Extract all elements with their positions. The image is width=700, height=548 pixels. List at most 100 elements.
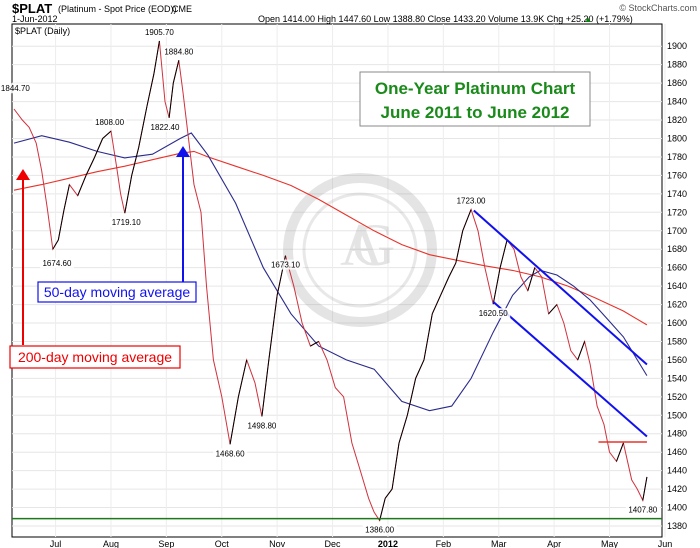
price-segment-up [131,147,140,176]
y-tick-label: 1800 [667,133,687,143]
y-tick-label: 1840 [667,97,687,107]
price-label: 1620.50 [479,309,508,318]
x-tick-label: Oct [215,539,230,548]
y-tick-label: 1760 [667,170,687,180]
x-tick-label: May [601,539,619,548]
price-label: 1386.00 [365,525,394,534]
price-segment-up [462,209,472,231]
price-segment-up [52,239,59,250]
y-tick-label: 1400 [667,503,687,513]
ma200-label: 200-day moving average [18,349,172,365]
price-segment-up [499,239,508,268]
ma50-label-box [37,281,197,303]
price-label-bg [92,117,127,128]
price-segment-up [63,184,70,211]
watermark-logo: A G [283,173,437,327]
ma200-layer [13,150,648,326]
price-label-bg [0,83,33,94]
y-tick-label: 1540 [667,373,687,383]
price-segment-up [398,415,408,444]
y-tick-label: 1520 [667,392,687,402]
x-axis: Jul Aug Sep Oct Nov Dec 2012 Feb Mar Apr May Jun [50,539,672,548]
price-segment-up [448,262,457,278]
channel-line [492,301,648,438]
price-label-bg [39,258,74,269]
price-segment-up [85,157,95,176]
price-label: 1673.10 [271,261,300,270]
y-tick-label: 1720 [667,207,687,217]
chart-title-line1: One-Year Platinum Chart [375,79,576,98]
exchange: CME [172,4,192,14]
price-segment-up [577,341,586,361]
ma50-arrow-head [176,146,190,157]
x-tick-label: Aug [103,539,119,548]
ma200-line [13,150,648,326]
y-tick-label: 1820 [667,115,687,125]
y-tick-label: 1420 [667,484,687,494]
price-label: 1407.80 [628,505,657,514]
price-label: 1822.40 [151,123,180,132]
price-segment-up [406,378,417,416]
y-tick-label: 1680 [667,244,687,254]
price-segment-up [391,442,400,490]
y-tick-label: 1860 [667,78,687,88]
price-label: 1905.70 [145,28,174,37]
price-segment-up [379,498,386,521]
price-segment-up [310,341,319,347]
y-axis: 1380 1400 1420 1440 1460 1480 1500 1520 1540 1560… [667,41,687,531]
ma50-layer [13,132,648,412]
x-tick-label: Apr [547,539,561,548]
price-label: 1844.70 [1,84,30,93]
chg-up-icon: ▲ [584,15,592,24]
watermark-text: © StockCharts.com [619,3,697,13]
price-segment-up [548,304,558,315]
x-tick-label: Sep [158,539,174,548]
price-segment-up [102,130,112,139]
price-label: 1674.60 [42,259,71,268]
price-label-bg [161,46,196,57]
y-tick-label: 1900 [667,41,687,51]
price-segment-up [384,488,393,499]
ma50-line [13,132,648,412]
y-tick-label: 1380 [667,521,687,531]
y-tick-label: 1880 [667,60,687,70]
x-tick-label: Nov [269,539,286,548]
y-tick-label: 1660 [667,263,687,273]
price-line [13,40,648,522]
price-label-bg [244,420,279,431]
price-segment-up [93,138,104,159]
y-tick-label: 1640 [667,281,687,291]
x-tick-label: Jul [50,539,62,548]
price-label-bg [454,195,489,206]
date: 1-Jun-2012 [12,14,58,24]
price-label: 1808.00 [95,118,124,127]
x-tick-label: Jun [658,539,673,548]
price-segment-up [492,267,501,305]
price-label: 1468.60 [216,449,245,458]
price-segment-up [616,442,624,462]
price-segment-up [172,60,180,84]
level-lines [12,209,662,520]
price-label-bg [109,217,144,228]
y-tick-label: 1560 [667,355,687,365]
price-segment-up [431,295,442,314]
x-tick-label: Feb [436,539,452,548]
price-segment-up [423,313,433,361]
price-segment-up [527,267,536,291]
x-tick-label: 2012 [378,539,398,548]
price-label: 1884.80 [164,47,193,56]
ma200-label-box [9,345,181,369]
y-tick-label: 1700 [667,226,687,236]
price-segment-up [168,83,174,118]
y-tick-label: 1740 [667,189,687,199]
price-label-bg [147,121,182,132]
price-label-bg [142,26,177,37]
price-label: 1719.10 [112,218,141,227]
price-segment-up [237,359,248,397]
symbol-description: (Platinum - Spot Price (EOD)) [58,4,177,14]
price-segment-up [146,73,155,107]
price-segment-up [415,359,425,379]
y-tick-label: 1780 [667,152,687,162]
symbol: $PLAT [12,1,52,16]
